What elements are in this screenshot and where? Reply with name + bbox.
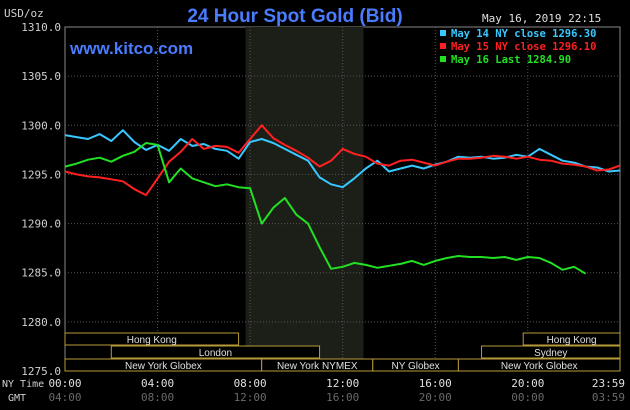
x-tick-label-ny: 04:00 (141, 377, 174, 390)
grid (65, 27, 620, 371)
legend-swatch (440, 43, 446, 49)
site-watermark[interactable]: www.kitco.com (69, 39, 193, 58)
x-tick-label-ny: 20:00 (511, 377, 544, 390)
session-box (481, 345, 621, 359)
session-label: Hong Kong (127, 335, 177, 346)
x-tick-label-ny: 23:59 (592, 377, 625, 390)
session-box (522, 332, 621, 346)
ny-time-label: NY Time (2, 379, 44, 390)
x-tick-label-gmt: 08:00 (141, 391, 174, 404)
series-line (64, 124, 621, 197)
timestamp: May 16, 2019 22:15 (482, 12, 601, 25)
session-box (457, 358, 621, 372)
x-tick-label-gmt: 12:00 (234, 391, 267, 404)
legend-entry: May 16 Last 1284.90 (451, 54, 571, 66)
y-tick-label: 1280.0 (21, 316, 61, 329)
y-tick-label: 1285.0 (21, 267, 61, 280)
chart-title: 24 Hour Spot Gold (Bid) (187, 6, 402, 27)
x-tick-label-gmt: 03:59 (592, 391, 625, 404)
x-tick-label-ny: 12:00 (326, 377, 359, 390)
y-tick-label: 1310.0 (21, 21, 61, 34)
y-tick-label: 1305.0 (21, 70, 61, 83)
y-tick-label: 1300.0 (21, 119, 61, 132)
x-tick-label-gmt: 20:00 (419, 391, 452, 404)
session-label: New York NYMEX (277, 361, 358, 372)
session-label: NY Globex (391, 361, 439, 372)
y-tick-label: 1295.0 (21, 168, 61, 181)
legend-entry: May 15 NY close 1296.10 (451, 41, 596, 53)
y-tick-label: 1275.0 (21, 365, 61, 378)
x-tick-label-ny: 16:00 (419, 377, 452, 390)
session-box (64, 332, 240, 346)
gmt-label: GMT (8, 393, 26, 404)
x-tick-label-gmt: 00:00 (511, 391, 544, 404)
series-lines (64, 124, 621, 275)
session-label: New York Globex (125, 361, 202, 372)
session-label: London (199, 348, 232, 359)
x-tick-label-ny: 00:00 (48, 377, 81, 390)
session-label: Sydney (534, 348, 567, 359)
session-box (110, 345, 321, 359)
legend: May 14 NY close 1296.30 May 15 NY close … (440, 28, 596, 66)
market-sessions: Hong Kong London New York Globex New York N… (64, 332, 621, 372)
x-axis: 00:0004:0004:0008:0008:0012:0012:0016:00… (48, 377, 625, 404)
y-tick-label: 1290.0 (21, 218, 61, 231)
nymex-session-highlight (245, 27, 364, 371)
legend-entry: May 14 NY close 1296.30 (451, 28, 596, 40)
x-tick-label-gmt: 16:00 (326, 391, 359, 404)
series-line (64, 142, 587, 275)
session-label: Hong Kong (547, 335, 597, 346)
y-unit-label: USD/oz (4, 7, 44, 20)
legend-swatch (440, 30, 446, 36)
session-label: New York Globex (501, 361, 578, 372)
legend-swatch (440, 56, 446, 62)
x-tick-label-gmt: 04:00 (48, 391, 81, 404)
y-axis: 1310.0 1305.0 1300.0 1295.0 1290.0 1285.0 1280… (21, 21, 61, 378)
x-tick-label-ny: 08:00 (234, 377, 267, 390)
